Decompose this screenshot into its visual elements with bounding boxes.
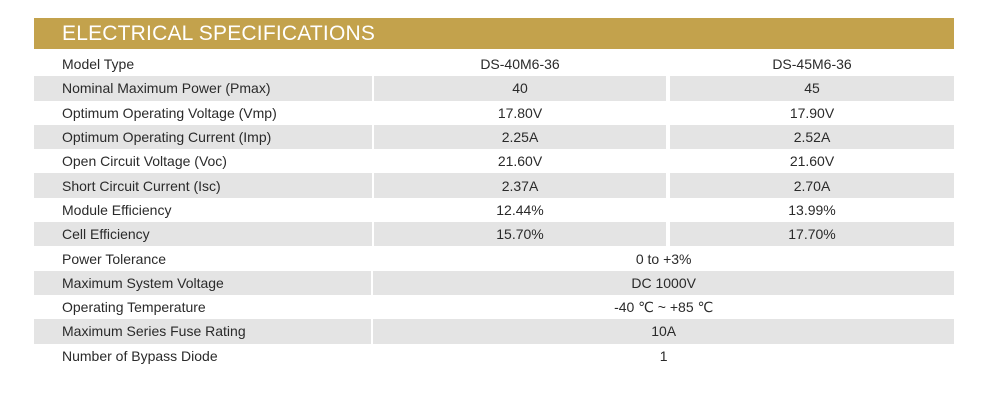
table-row: Maximum Series Fuse Rating 10A — [34, 319, 954, 344]
row-value-b: 13.99% — [788, 201, 836, 218]
table-row: Short Circuit Current (Isc) 2.37A 2.70A — [34, 173, 954, 198]
table-row: Module Efficiency 12.44% 13.99% — [34, 198, 954, 222]
row-value-b: 2.70A — [670, 173, 954, 198]
section-title: ELECTRICAL SPECIFICATIONS — [34, 18, 954, 49]
row-value-b: 2.52A — [670, 124, 954, 150]
header-label: Model Type — [62, 56, 135, 73]
row-label: Operating Temperature — [62, 299, 206, 316]
row-value-a: 12.44% — [496, 201, 544, 218]
spec-sheet: ELECTRICAL SPECIFICATIONS Model Type DS-… — [34, 18, 954, 368]
row-label: Maximum Series Fuse Rating — [34, 319, 372, 344]
header-model-b: DS-45M6-36 — [772, 56, 852, 73]
row-label: Short Circuit Current (Isc) — [34, 173, 372, 198]
table-row: Power Tolerance 0 to +3% — [34, 246, 954, 270]
row-value-a: 2.25A — [374, 124, 666, 150]
row-value-a: 17.80V — [497, 104, 543, 121]
row-value: DC 1000V — [373, 270, 954, 295]
row-label: Optimum Operating Voltage (Vmp) — [62, 104, 277, 121]
row-value: 1 — [659, 347, 668, 364]
table-row: Optimum Operating Voltage (Vmp) 17.80V 1… — [34, 101, 954, 125]
table-header-row: Model Type DS-40M6-36 DS-45M6-36 — [34, 52, 954, 76]
row-value-a: 40 — [374, 76, 666, 101]
row-label: Cell Efficiency — [34, 222, 372, 247]
row-value-a: 2.37A — [374, 173, 666, 198]
row-value: 0 to +3% — [635, 250, 692, 267]
row-label: Maximum System Voltage — [34, 270, 372, 295]
table-row: Open Circuit Voltage (Voc) 21.60V 21.60V — [34, 149, 954, 173]
row-value: 10A — [373, 319, 954, 344]
table-row: Nominal Maximum Power (Pmax) 40 45 — [34, 76, 954, 101]
row-label: Optimum Operating Current (Imp) — [34, 124, 372, 150]
row-label: Number of Bypass Diode — [62, 347, 218, 364]
spec-table: Model Type DS-40M6-36 DS-45M6-36 Nominal… — [34, 52, 954, 368]
row-label: Nominal Maximum Power (Pmax) — [34, 76, 372, 101]
row-label: Power Tolerance — [62, 250, 167, 267]
table-row: Cell Efficiency 15.70% 17.70% — [34, 222, 954, 247]
table-row: Optimum Operating Current (Imp) 2.25A 2.… — [34, 124, 954, 150]
row-value-a: 15.70% — [374, 222, 666, 247]
table-row: Operating Temperature -40 ℃ ~ +85 ℃ — [34, 295, 954, 319]
row-value-b: 17.70% — [670, 222, 954, 247]
row-value-b: 17.90V — [789, 104, 835, 121]
row-value-b: 45 — [670, 76, 954, 101]
row-label: Module Efficiency — [62, 201, 172, 218]
row-value: -40 ℃ ~ +85 ℃ — [614, 298, 714, 315]
table-row: Number of Bypass Diode 1 — [34, 344, 954, 368]
table-row: Maximum System Voltage DC 1000V — [34, 270, 954, 295]
row-value-a: 21.60V — [497, 153, 543, 170]
row-label: Open Circuit Voltage (Voc) — [62, 153, 227, 170]
row-value-b: 21.60V — [789, 153, 835, 170]
header-model-a: DS-40M6-36 — [480, 56, 560, 73]
